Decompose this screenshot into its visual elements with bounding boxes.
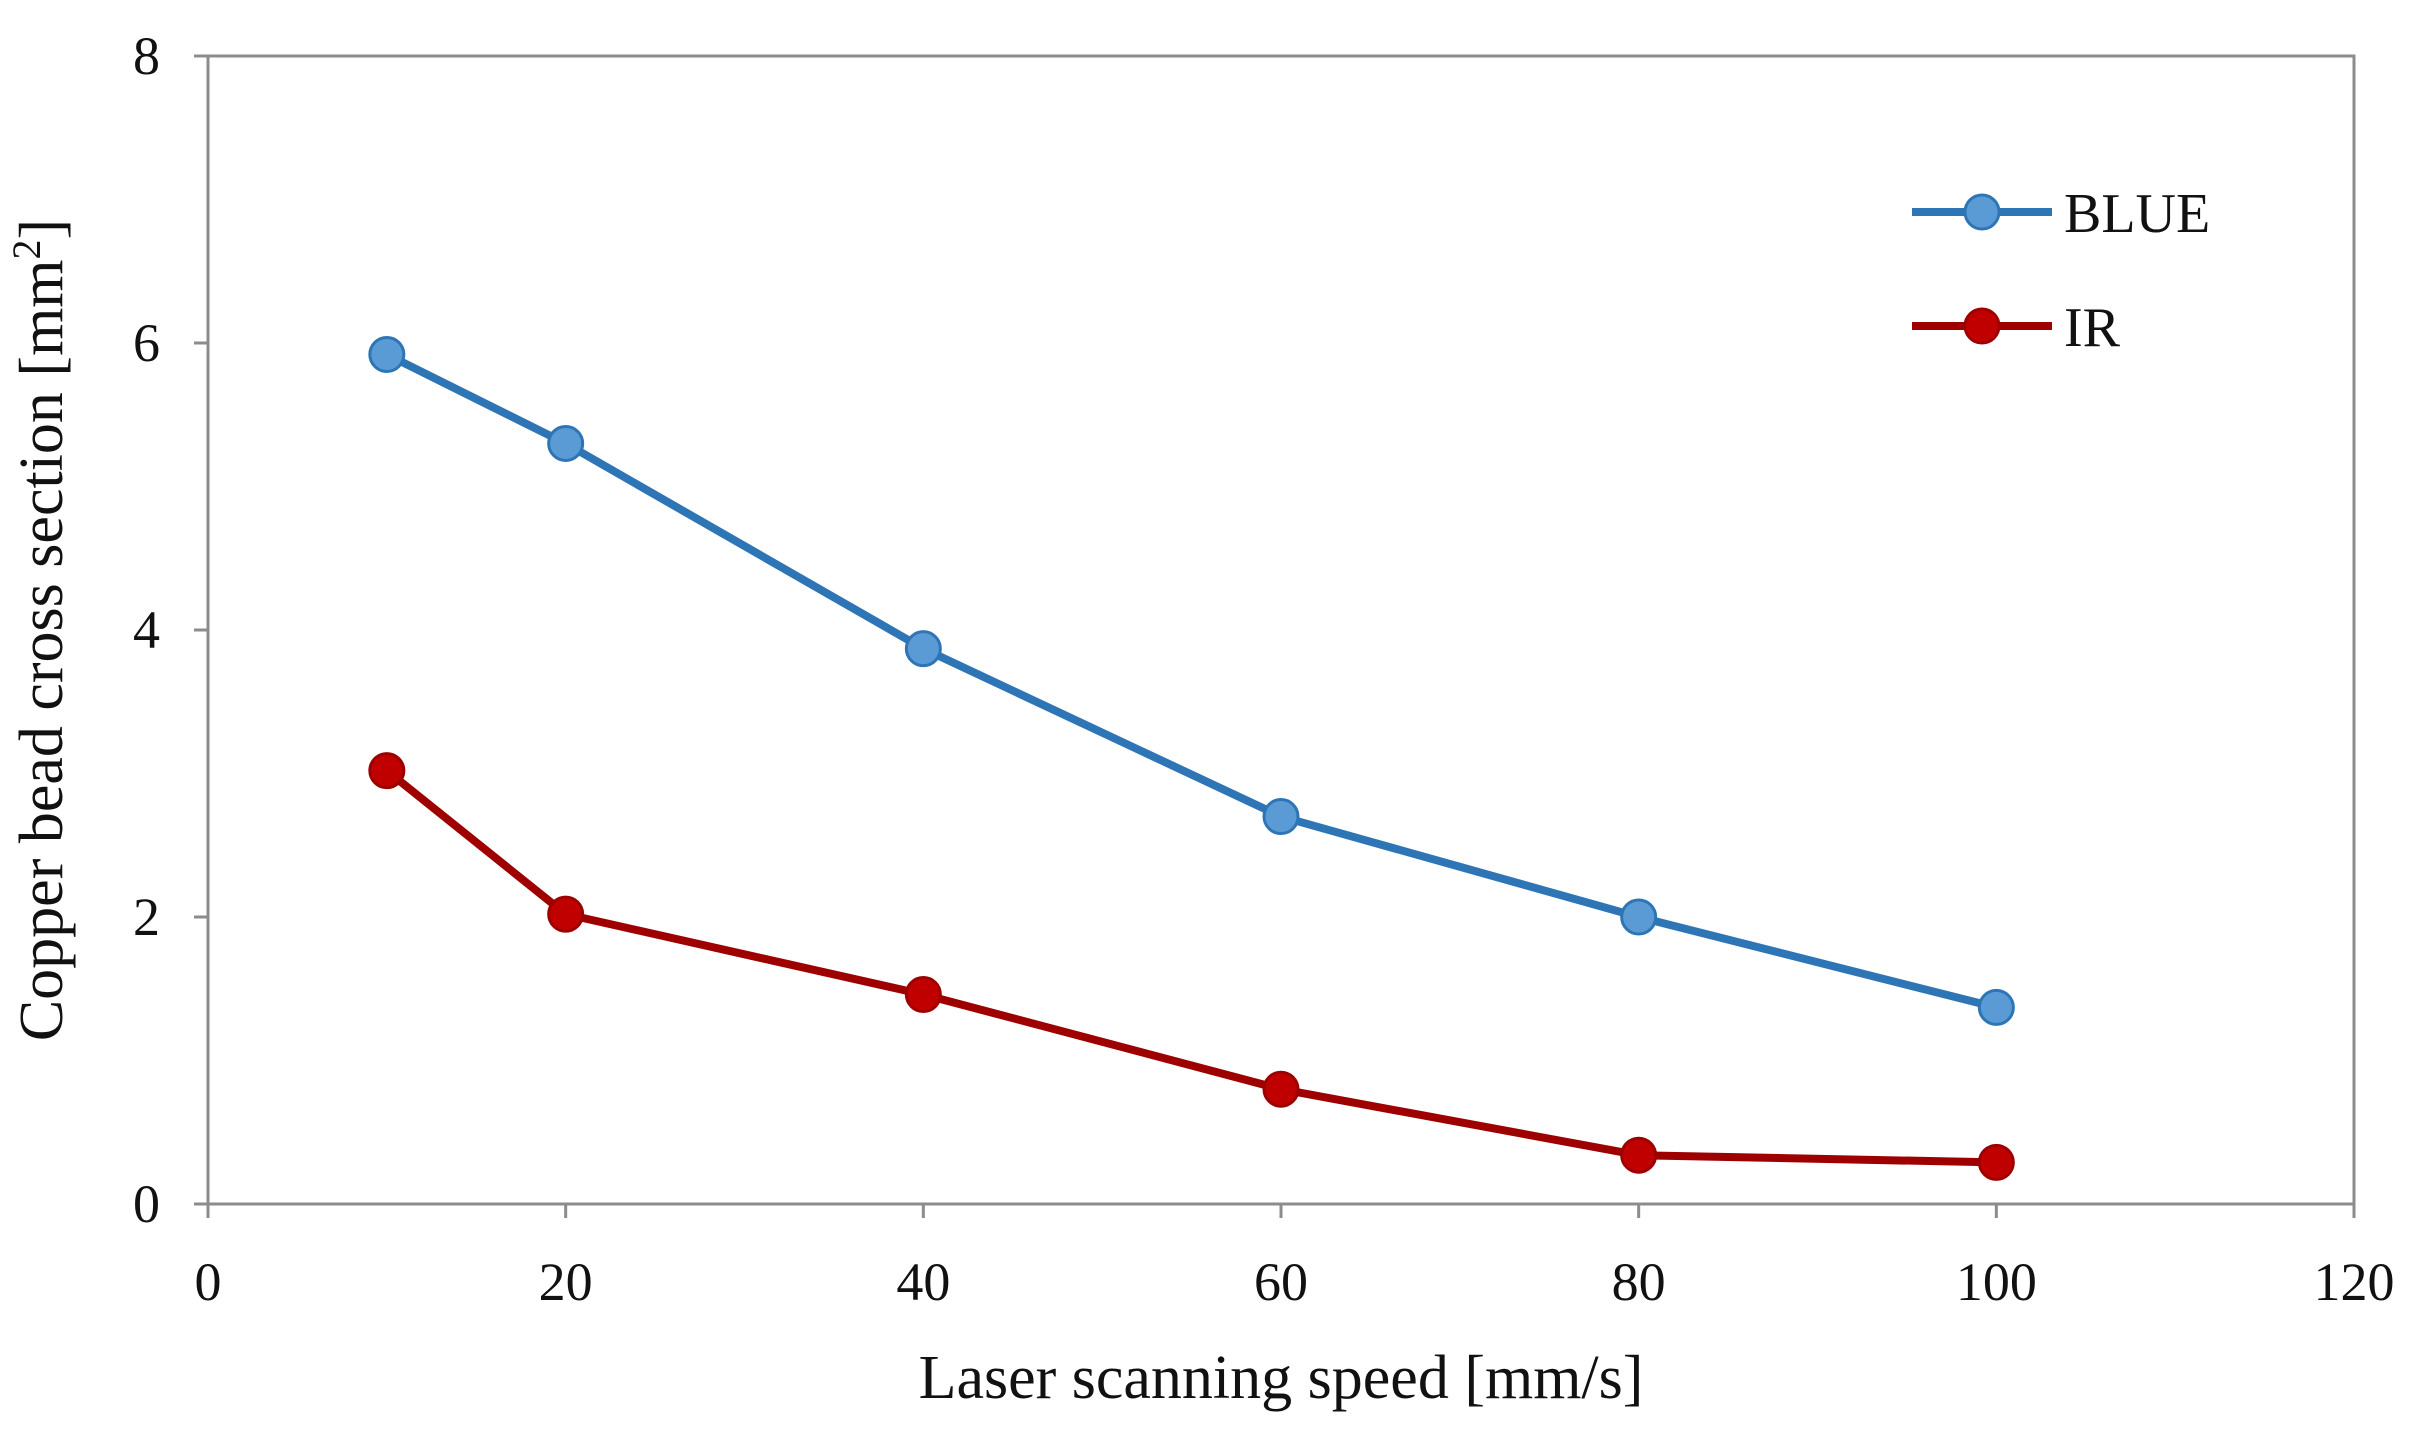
- y-tick-label: 0: [133, 1174, 160, 1234]
- data-point-ir: [1620, 1136, 1658, 1174]
- data-point-blue: [1620, 898, 1658, 936]
- data-point-blue: [1977, 988, 2015, 1026]
- data-point-ir: [368, 752, 406, 790]
- legend-marker-blue: [1963, 193, 2001, 231]
- series-blue: [368, 335, 2015, 1026]
- data-point-ir: [904, 975, 942, 1013]
- plot-area-frame: [206, 54, 2356, 1206]
- series-line-ir: [382, 766, 2001, 1167]
- series-line-blue: [382, 350, 2001, 1012]
- data-point-blue: [547, 424, 585, 462]
- y-axis-title-end: ]: [8, 219, 76, 240]
- y-axis-title-main: Copper bead cross section [mm: [8, 259, 76, 1041]
- data-point-ir: [547, 895, 585, 933]
- y-axis-title: Copper bead cross section [mm2]: [4, 219, 76, 1041]
- x-tick-labels: 0 20 40 60 80 100 120: [195, 1252, 2395, 1312]
- x-tick-label: 60: [1254, 1252, 1308, 1312]
- data-point-blue: [368, 335, 406, 373]
- x-axis-title: Laser scanning speed [mm/s]: [919, 1344, 1644, 1412]
- x-tick-label: 20: [539, 1252, 593, 1312]
- x-tick-marks: [206, 1204, 2356, 1218]
- legend-label-ir: IR: [2064, 297, 2121, 359]
- data-point-blue: [1262, 798, 1300, 836]
- y-tick-label: 8: [133, 26, 160, 86]
- y-tick-labels: 0 2 4 6 8: [133, 26, 160, 1234]
- x-tick-label: 80: [1612, 1252, 1666, 1312]
- y-tick-label: 2: [133, 887, 160, 947]
- data-point-blue: [904, 630, 942, 668]
- data-point-ir: [1262, 1070, 1300, 1108]
- y-tick-label: 4: [133, 600, 160, 660]
- x-tick-label: 40: [896, 1252, 950, 1312]
- x-tick-label: 0: [195, 1252, 222, 1312]
- legend-item-ir: IR: [1912, 297, 2121, 359]
- legend-item-blue: BLUE: [1912, 183, 2210, 245]
- series-layer: [368, 335, 2015, 1181]
- x-tick-label: 100: [1956, 1252, 2037, 1312]
- legend: BLUE IR: [1912, 183, 2210, 359]
- x-tick-label: 120: [2314, 1252, 2395, 1312]
- legend-marker-ir: [1963, 307, 2001, 345]
- y-tick-label: 6: [133, 313, 160, 373]
- data-point-ir: [1977, 1143, 2015, 1181]
- series-ir: [368, 752, 2015, 1181]
- y-axis-title-superscript: 2: [4, 239, 49, 259]
- y-tick-marks: [194, 54, 208, 1206]
- legend-label-blue: BLUE: [2064, 183, 2210, 245]
